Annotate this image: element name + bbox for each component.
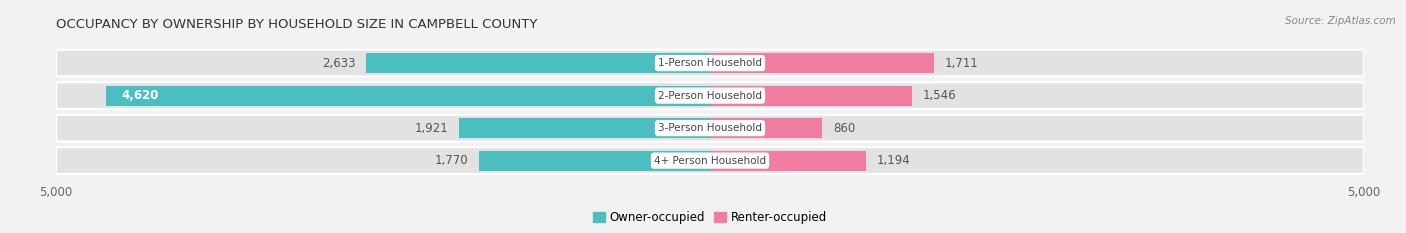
FancyBboxPatch shape [56, 147, 1364, 174]
FancyBboxPatch shape [56, 50, 1364, 76]
Text: 1,770: 1,770 [434, 154, 468, 167]
Bar [710, 151, 866, 171]
Text: 4,620: 4,620 [122, 89, 159, 102]
FancyBboxPatch shape [56, 115, 1364, 141]
Text: 2-Person Household: 2-Person Household [658, 91, 762, 101]
Text: 1,194: 1,194 [876, 154, 910, 167]
Bar [458, 118, 710, 138]
Bar [710, 118, 823, 138]
Bar [710, 53, 934, 73]
Text: 3-Person Household: 3-Person Household [658, 123, 762, 133]
Text: 1-Person Household: 1-Person Household [658, 58, 762, 68]
Text: 1,711: 1,711 [945, 57, 979, 70]
Text: 2,633: 2,633 [322, 57, 356, 70]
Bar [478, 151, 710, 171]
Bar [366, 53, 710, 73]
Bar [710, 86, 912, 106]
Bar [105, 86, 710, 106]
Text: 860: 860 [832, 122, 855, 135]
Text: OCCUPANCY BY OWNERSHIP BY HOUSEHOLD SIZE IN CAMPBELL COUNTY: OCCUPANCY BY OWNERSHIP BY HOUSEHOLD SIZE… [56, 18, 537, 31]
Legend: Owner-occupied, Renter-occupied: Owner-occupied, Renter-occupied [588, 206, 832, 229]
Text: 1,921: 1,921 [415, 122, 449, 135]
FancyBboxPatch shape [56, 82, 1364, 109]
Text: 4+ Person Household: 4+ Person Household [654, 156, 766, 166]
Text: 1,546: 1,546 [922, 89, 956, 102]
Text: Source: ZipAtlas.com: Source: ZipAtlas.com [1285, 16, 1396, 26]
